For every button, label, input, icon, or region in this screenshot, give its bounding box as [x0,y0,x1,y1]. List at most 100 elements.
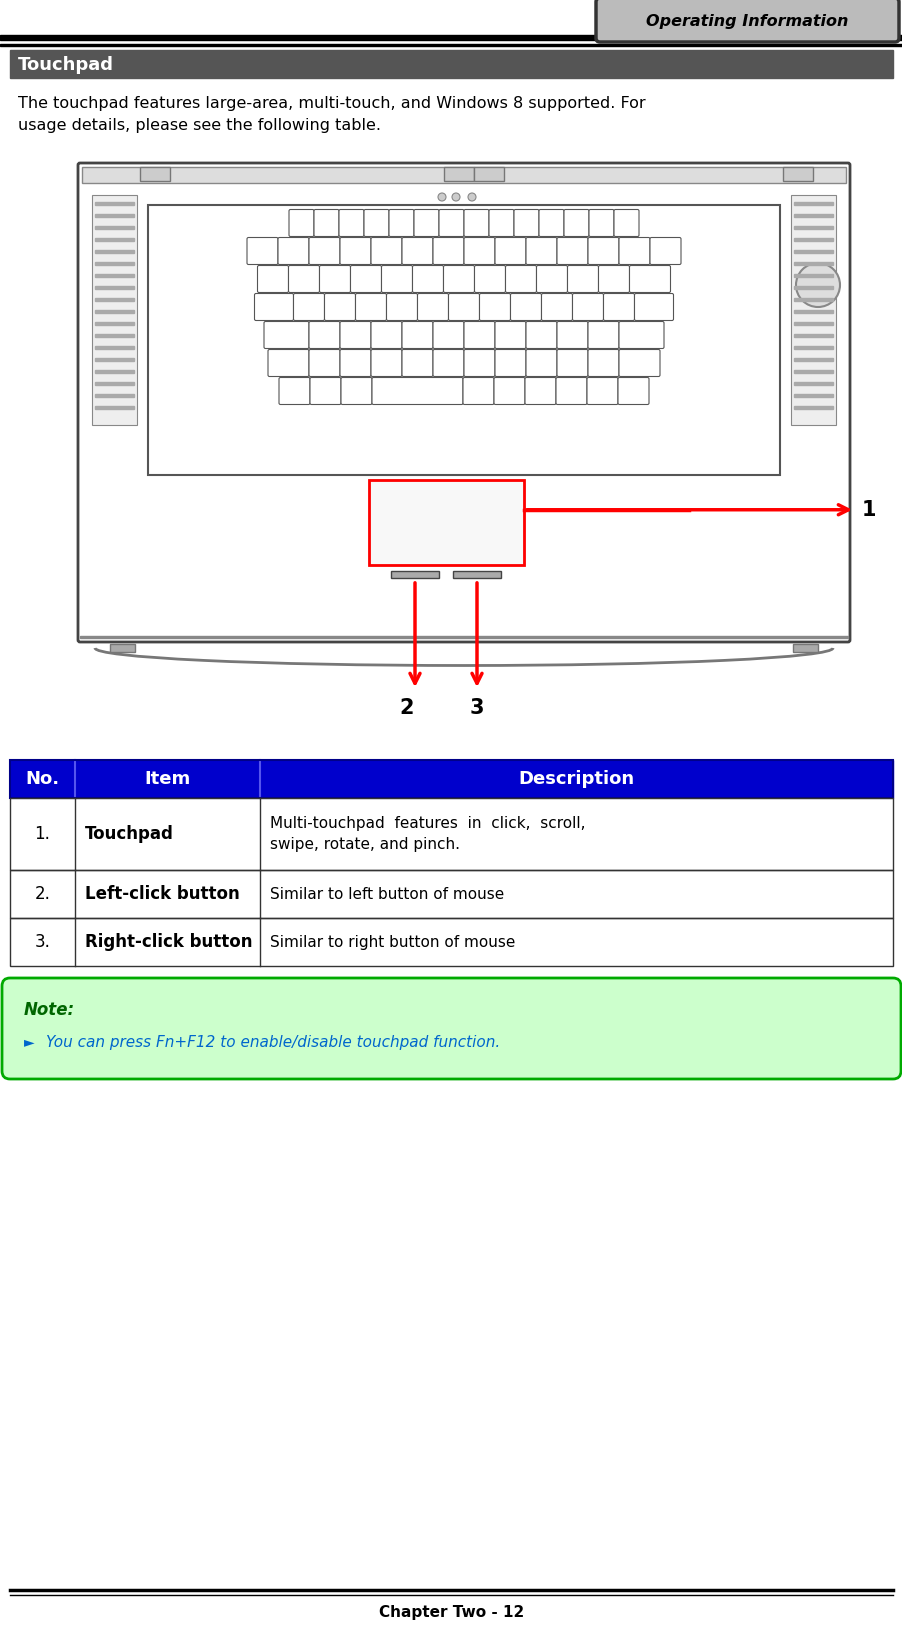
Text: ►: ► [24,1034,34,1049]
FancyBboxPatch shape [381,266,412,293]
Bar [444,168,474,181]
FancyBboxPatch shape [247,238,278,264]
Bar [782,168,812,181]
FancyBboxPatch shape [278,238,308,264]
Bar [793,238,832,241]
FancyBboxPatch shape [308,238,340,264]
FancyBboxPatch shape [572,293,603,321]
FancyBboxPatch shape [438,210,464,236]
Bar [95,345,133,349]
Text: Note:: Note: [24,1000,75,1020]
Bar [148,205,779,476]
FancyBboxPatch shape [268,350,308,376]
FancyBboxPatch shape [526,238,557,264]
FancyBboxPatch shape [587,238,618,264]
Bar [793,274,832,277]
FancyBboxPatch shape [618,321,663,349]
FancyBboxPatch shape [308,321,340,349]
Text: Similar to left button of mouse: Similar to left button of mouse [270,886,503,901]
Bar [10,870,892,919]
Bar [793,394,832,397]
FancyBboxPatch shape [629,266,670,293]
Text: Operating Information: Operating Information [646,13,848,28]
FancyBboxPatch shape [340,238,371,264]
Text: Touchpad: Touchpad [85,824,174,842]
Bar [95,370,133,373]
FancyBboxPatch shape [618,350,659,376]
FancyBboxPatch shape [513,210,538,236]
FancyBboxPatch shape [538,210,564,236]
Text: 2: 2 [400,697,414,718]
Bar [10,798,892,870]
Bar [793,358,832,362]
Bar [793,287,832,288]
Bar [369,481,523,565]
Text: Touchpad: Touchpad [18,55,114,73]
FancyBboxPatch shape [634,293,673,321]
Bar [793,226,832,230]
FancyBboxPatch shape [557,350,587,376]
Text: 1.: 1. [34,824,51,842]
Bar [793,213,832,217]
FancyBboxPatch shape [494,321,526,349]
FancyBboxPatch shape [526,321,557,349]
Bar [10,870,892,919]
Bar [10,798,892,870]
FancyBboxPatch shape [448,293,479,321]
Bar [95,358,133,362]
Bar [10,919,892,966]
FancyBboxPatch shape [319,266,350,293]
Bar [95,298,133,301]
FancyBboxPatch shape [254,293,293,321]
Bar [369,481,523,565]
Text: Right-click button: Right-click button [85,933,253,951]
FancyBboxPatch shape [586,378,617,404]
FancyBboxPatch shape [603,293,634,321]
Text: The touchpad features large-area, multi-touch, and Windows 8 supported. For
usag: The touchpad features large-area, multi-… [18,96,645,134]
Circle shape [437,192,446,200]
FancyBboxPatch shape [474,266,505,293]
FancyBboxPatch shape [479,293,510,321]
FancyBboxPatch shape [587,350,618,376]
Bar [95,249,133,252]
FancyBboxPatch shape [649,238,680,264]
FancyBboxPatch shape [505,266,536,293]
FancyBboxPatch shape [372,378,463,404]
FancyBboxPatch shape [493,378,524,404]
FancyBboxPatch shape [464,238,494,264]
FancyBboxPatch shape [78,163,849,642]
FancyBboxPatch shape [464,321,494,349]
FancyBboxPatch shape [355,293,386,321]
Bar [391,572,438,578]
FancyBboxPatch shape [389,210,413,236]
Bar [95,274,133,277]
Bar [95,213,133,217]
Bar [0,44,902,46]
FancyBboxPatch shape [341,378,372,404]
FancyBboxPatch shape [371,321,401,349]
FancyBboxPatch shape [557,238,587,264]
FancyBboxPatch shape [557,321,587,349]
FancyBboxPatch shape [413,210,438,236]
FancyBboxPatch shape [401,350,433,376]
Bar [140,168,170,181]
Bar [793,323,832,326]
Text: Left-click button: Left-click button [85,885,240,902]
FancyBboxPatch shape [412,266,443,293]
Bar [793,370,832,373]
Bar [95,287,133,288]
Bar [95,394,133,397]
FancyBboxPatch shape [526,350,557,376]
FancyBboxPatch shape [257,266,288,293]
Text: No.: No. [25,771,60,788]
FancyBboxPatch shape [587,321,618,349]
Bar [790,195,835,425]
Bar [95,323,133,326]
FancyBboxPatch shape [613,210,639,236]
Bar [110,643,135,652]
FancyBboxPatch shape [340,321,371,349]
FancyBboxPatch shape [340,350,371,376]
FancyBboxPatch shape [433,350,464,376]
Bar [10,50,892,78]
Bar [0,34,902,41]
